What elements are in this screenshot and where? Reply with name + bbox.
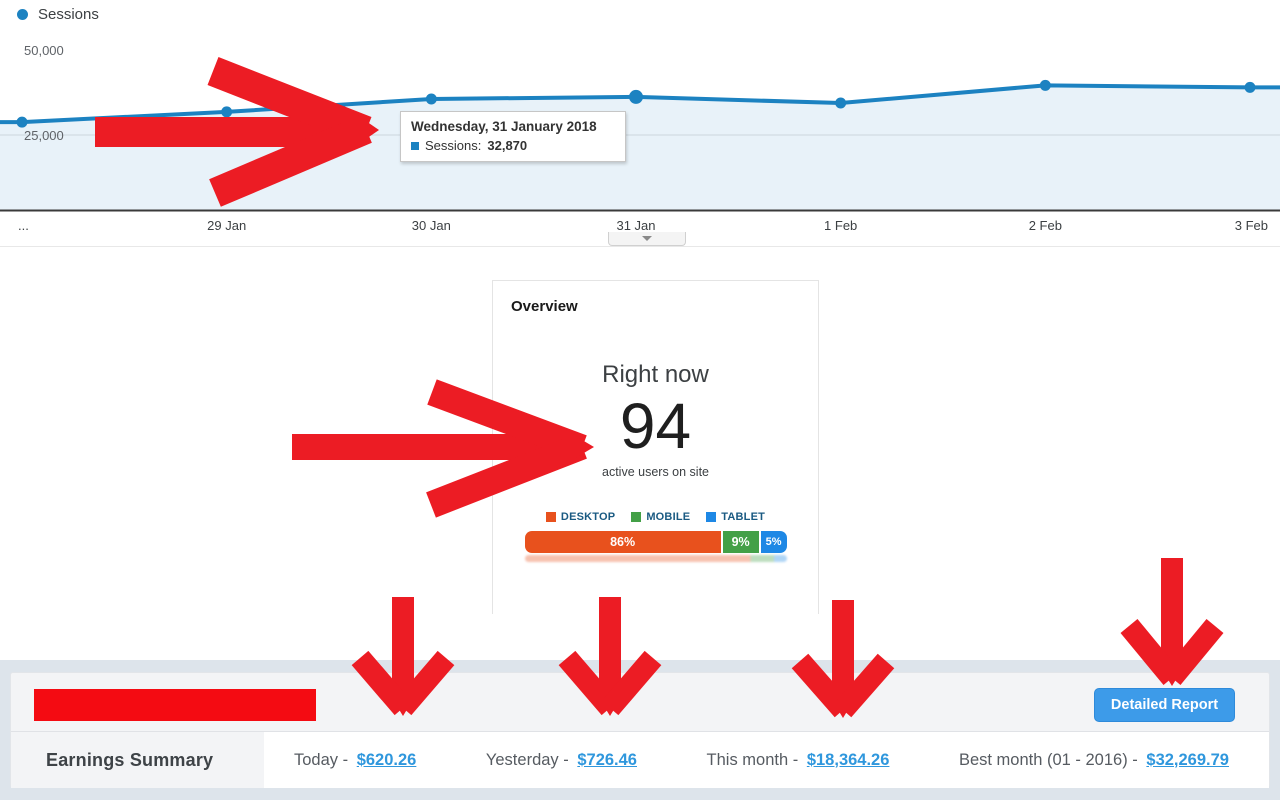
axis-collapse-tab[interactable] bbox=[608, 232, 686, 246]
x-tick-label: ... bbox=[18, 218, 29, 233]
right-now-label: Right now bbox=[602, 361, 709, 388]
tooltip-value: 32,870 bbox=[487, 138, 528, 153]
desktop-square-icon bbox=[545, 512, 556, 523]
x-tick-label: 1 Feb bbox=[824, 218, 857, 233]
earnings-summary-row: Earnings Summary Today - $620.26 Yesterd… bbox=[11, 732, 1269, 788]
chevron-down-icon bbox=[642, 236, 652, 241]
earnings-item-label: Today - bbox=[294, 750, 349, 769]
earnings-amount-link[interactable]: $726.46 bbox=[577, 750, 637, 769]
data-point[interactable] bbox=[1244, 81, 1256, 93]
y-tick-label: 25,000 bbox=[24, 128, 64, 143]
device-legend-item-mobile: MOBILE bbox=[631, 511, 690, 523]
data-point[interactable] bbox=[835, 97, 847, 109]
device-legend-item-tablet: TABLET bbox=[706, 511, 765, 523]
device-split-bar: 86% 9% 5% bbox=[524, 531, 787, 554]
x-tick-label: 31 Jan bbox=[616, 218, 655, 233]
earnings-amount-link[interactable]: $620.26 bbox=[356, 750, 417, 769]
chart-tooltip: Wednesday, 31 January 2018 Sessions: 32,… bbox=[400, 111, 626, 162]
earnings-item-label: Best month (01 - 2016) - bbox=[958, 750, 1138, 769]
sessions-legend-dot-icon bbox=[17, 9, 28, 20]
x-tick-label: 2 Feb bbox=[1029, 218, 1062, 233]
y-tick-label: 50,000 bbox=[24, 43, 64, 58]
sessions-legend-label: Sessions bbox=[38, 6, 99, 23]
tablet-square-icon bbox=[706, 512, 717, 523]
device-legend-item-desktop: DESKTOP bbox=[545, 511, 616, 524]
panel-divider bbox=[11, 731, 1269, 732]
detailed-report-button[interactable]: Detailed Report bbox=[1094, 688, 1235, 722]
device-bar-segment: 9% bbox=[722, 531, 759, 554]
device-legend-label: DESKTOP bbox=[560, 511, 616, 524]
earnings-item-label: This month - bbox=[706, 750, 799, 769]
x-tick-label: 29 Jan bbox=[207, 218, 246, 233]
device-bar-reflection bbox=[524, 555, 787, 563]
earnings-panel-top-row: Detailed Report bbox=[11, 673, 1269, 731]
device-bar-segment: 5% bbox=[760, 531, 787, 554]
x-tick-label: 30 Jan bbox=[412, 218, 451, 233]
overview-card: Overview Right now 94 active users on si… bbox=[492, 280, 819, 614]
earnings-amount-link[interactable]: $18,364.26 bbox=[806, 750, 890, 769]
active-users-caption: active users on site bbox=[602, 465, 709, 480]
earnings-amount-link[interactable]: $32,269.79 bbox=[1146, 750, 1229, 769]
sessions-area bbox=[0, 85, 1280, 211]
earnings-item-yesterday: Yesterday - $726.46 bbox=[486, 751, 637, 770]
earnings-title-cell: Earnings Summary bbox=[11, 732, 264, 788]
mobile-square-icon bbox=[631, 512, 642, 523]
earnings-band: Detailed Report Earnings Summary Today -… bbox=[0, 660, 1280, 800]
earnings-item-label: Yesterday - bbox=[485, 750, 569, 769]
earnings-item-this-month: This month - $18,364.26 bbox=[707, 751, 890, 770]
earnings-items: Today - $620.26 Yesterday - $726.46 This… bbox=[264, 732, 1269, 788]
data-point[interactable] bbox=[16, 116, 28, 128]
data-point[interactable] bbox=[425, 93, 437, 105]
earnings-item-today: Today - $620.26 bbox=[294, 751, 416, 770]
chart-legend: Sessions bbox=[17, 6, 99, 23]
data-point[interactable] bbox=[1039, 79, 1051, 91]
sessions-chart: ... 29 Jan 30 Jan 31 Jan 1 Feb 2 Feb 3 Feb 50,0… bbox=[0, 0, 1280, 247]
device-legend: DESKTOP MOBILE TABLET bbox=[493, 511, 818, 523]
tooltip-series-label: Sessions: bbox=[425, 138, 482, 153]
sessions-chart-section: ... 29 Jan 30 Jan 31 Jan 1 Feb 2 Feb 3 Feb 50,0… bbox=[0, 0, 1280, 247]
earnings-panel: Detailed Report Earnings Summary Today -… bbox=[10, 672, 1270, 788]
redacted-bar bbox=[34, 689, 316, 721]
earnings-item-best-month: Best month (01 - 2016) - $32,269.79 bbox=[959, 751, 1229, 770]
tooltip-date: Wednesday, 31 January 2018 bbox=[411, 119, 597, 134]
data-point[interactable] bbox=[221, 106, 233, 118]
overview-card-title: Overview bbox=[511, 298, 578, 315]
device-legend-label: TABLET bbox=[721, 511, 766, 524]
active-users-count: 94 bbox=[619, 390, 692, 462]
tooltip-series-square-icon bbox=[411, 141, 419, 150]
x-tick-label: 3 Feb bbox=[1235, 218, 1268, 233]
device-legend-label: MOBILE bbox=[646, 511, 691, 524]
device-bar-segment: 86% bbox=[524, 531, 721, 554]
earnings-summary-title: Earnings Summary bbox=[46, 749, 214, 770]
data-point[interactable] bbox=[629, 89, 643, 104]
